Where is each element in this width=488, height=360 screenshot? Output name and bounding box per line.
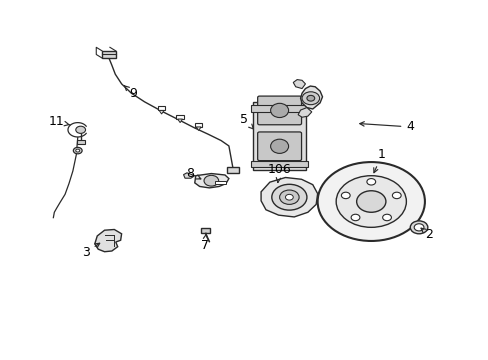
Circle shape <box>356 191 385 212</box>
Text: 5: 5 <box>240 113 253 129</box>
Circle shape <box>203 175 218 186</box>
Text: 11: 11 <box>49 116 70 129</box>
Bar <box>77 140 84 144</box>
Circle shape <box>413 224 423 231</box>
Text: 7: 7 <box>200 233 208 252</box>
Circle shape <box>76 149 80 152</box>
Circle shape <box>306 95 314 101</box>
Circle shape <box>335 176 406 227</box>
Polygon shape <box>293 80 305 89</box>
Bar <box>250 161 308 167</box>
Circle shape <box>341 192 349 199</box>
Bar <box>195 123 202 127</box>
Polygon shape <box>298 108 311 117</box>
Bar <box>102 51 116 58</box>
Polygon shape <box>196 127 201 131</box>
Polygon shape <box>194 174 228 188</box>
FancyBboxPatch shape <box>257 96 301 125</box>
Polygon shape <box>261 177 317 217</box>
Bar <box>158 106 165 111</box>
Circle shape <box>73 147 82 154</box>
Text: 1: 1 <box>373 148 385 173</box>
Polygon shape <box>177 119 182 123</box>
Bar <box>253 102 305 170</box>
Circle shape <box>76 126 85 134</box>
Text: 8: 8 <box>185 167 201 180</box>
Bar <box>200 228 210 233</box>
Polygon shape <box>300 86 322 109</box>
Polygon shape <box>95 229 122 252</box>
Bar <box>176 115 183 119</box>
Circle shape <box>302 92 319 105</box>
Circle shape <box>271 184 306 210</box>
Circle shape <box>350 214 359 221</box>
Bar <box>227 167 239 173</box>
Circle shape <box>285 194 293 200</box>
Bar <box>250 105 308 112</box>
Text: 106: 106 <box>267 163 291 183</box>
Text: 3: 3 <box>82 243 100 259</box>
Circle shape <box>279 190 299 204</box>
Ellipse shape <box>270 103 288 117</box>
Polygon shape <box>159 111 163 114</box>
Ellipse shape <box>270 139 288 153</box>
Circle shape <box>391 192 400 199</box>
Circle shape <box>409 221 427 234</box>
Text: 4: 4 <box>359 121 413 134</box>
Text: 9: 9 <box>124 86 137 100</box>
Circle shape <box>382 214 390 221</box>
FancyBboxPatch shape <box>257 132 301 161</box>
Circle shape <box>366 179 375 185</box>
Text: 2: 2 <box>420 228 432 241</box>
Polygon shape <box>183 173 194 178</box>
Circle shape <box>317 162 424 241</box>
Bar <box>215 181 225 184</box>
